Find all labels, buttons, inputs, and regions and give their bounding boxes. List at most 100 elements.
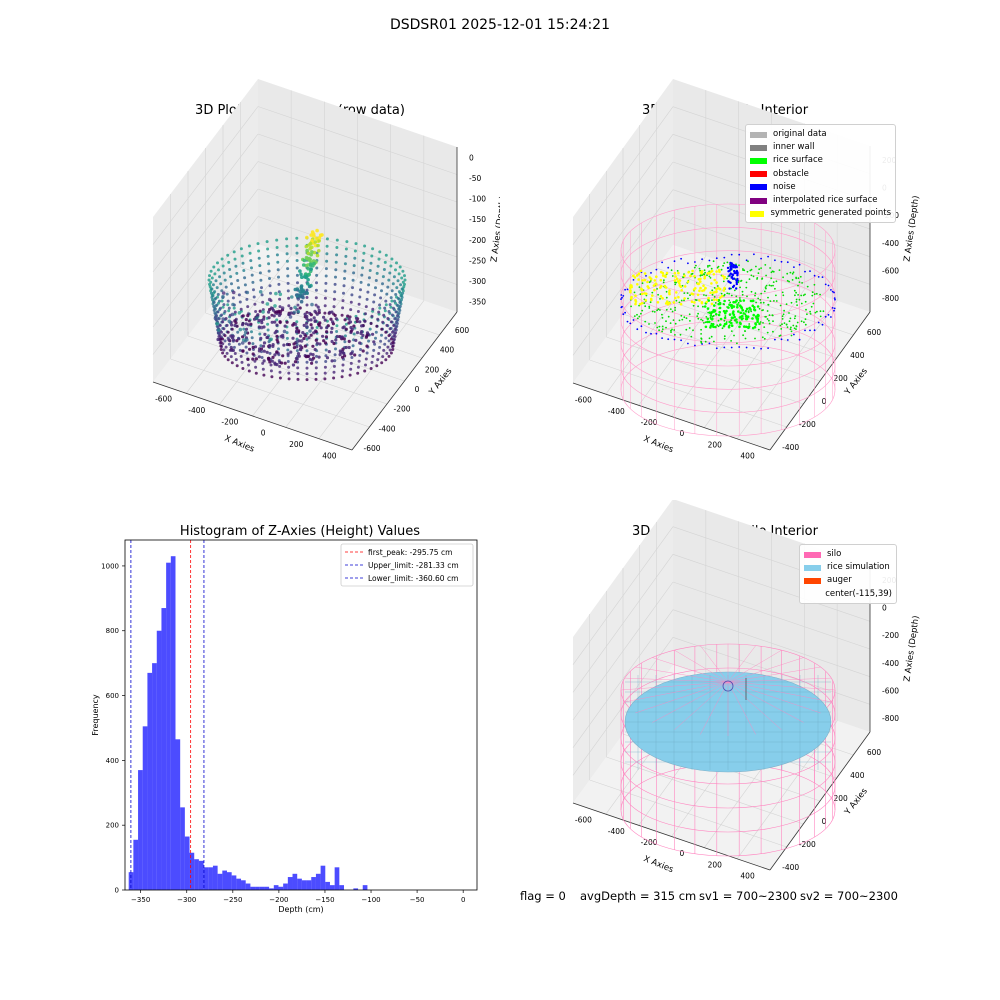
cls-noise-point — [661, 261, 663, 264]
raw-point — [295, 236, 299, 240]
cls-symmetric-point — [644, 299, 648, 302]
raw-point — [317, 239, 321, 243]
raw-point — [240, 254, 244, 258]
raw-point — [230, 312, 235, 317]
cls-rice-point — [665, 296, 668, 299]
cls-symmetric-point — [680, 289, 683, 292]
cls-rice-point — [779, 304, 782, 307]
raw-point — [254, 310, 258, 313]
cls-grid-line — [736, 300, 838, 440]
raw-point — [361, 266, 364, 270]
cls-rice-point — [811, 291, 814, 294]
cls-rice-point — [781, 318, 784, 320]
raw-point — [351, 344, 355, 348]
raw-point — [387, 339, 391, 343]
raw-point — [387, 310, 391, 313]
cls-rice-point — [644, 305, 647, 308]
cls-rice-point — [742, 334, 744, 337]
raw-point — [310, 361, 314, 365]
cls-rice-point — [648, 305, 651, 308]
raw-z-tick-label: -100 — [469, 195, 486, 204]
cls-rice-point — [786, 272, 789, 275]
raw-point — [364, 305, 368, 309]
cls-rice-point — [639, 293, 642, 296]
raw-point — [325, 237, 329, 241]
cls-rice-point — [805, 308, 807, 311]
cls-rice-point — [670, 269, 673, 272]
cls-noise-point — [809, 329, 811, 332]
cls-noise-point — [626, 320, 629, 323]
cls-symmetric-point — [712, 298, 716, 301]
raw-point — [349, 329, 353, 333]
cls-rice-point — [767, 296, 769, 299]
raw-point — [314, 338, 318, 342]
raw-point — [352, 271, 356, 275]
cls-symmetric-point — [656, 301, 660, 304]
cls-rice-point — [754, 323, 758, 326]
cls-symmetric-point — [646, 280, 649, 284]
cls-rice-point — [705, 316, 708, 318]
raw-point — [241, 261, 245, 265]
histogram-title: Histogram of Z-Axies (Height) Values — [179, 524, 421, 539]
cls-rice-point — [679, 333, 682, 336]
cls-rice-point — [703, 322, 705, 324]
raw-point — [369, 322, 373, 325]
raw-point — [241, 323, 245, 327]
cls-rice-point — [661, 317, 664, 319]
raw-point — [287, 304, 291, 308]
cls-rice-point — [754, 337, 756, 340]
cls-rice-point — [806, 285, 809, 288]
raw-point — [361, 259, 365, 263]
raw-point — [220, 313, 224, 317]
cls-rice-point — [775, 294, 777, 297]
cls-rice-point — [766, 318, 769, 320]
cls-symmetric-point — [705, 300, 708, 304]
raw-point — [384, 303, 388, 307]
cls-rice-point — [672, 319, 675, 321]
cls-symmetric-point — [639, 269, 643, 273]
raw-point — [233, 310, 237, 314]
cls-noise-point — [833, 297, 836, 299]
cls-rice-point — [703, 269, 706, 272]
raw-point — [222, 348, 226, 352]
cls-rice-point — [781, 315, 784, 318]
cls-rice-point — [674, 309, 676, 311]
raw-point — [332, 341, 336, 346]
cls-rice-point — [710, 310, 714, 314]
legend-swatch — [804, 578, 821, 584]
raw-point — [275, 253, 279, 257]
cls-rice-point — [690, 335, 693, 338]
raw-point — [374, 279, 378, 282]
raw-point — [276, 268, 280, 272]
raw-point — [249, 259, 253, 263]
cls-symmetric-point — [630, 295, 633, 299]
sim-x-axis-line — [572, 802, 771, 871]
cls-rice-point — [707, 266, 709, 268]
raw-point — [242, 327, 246, 331]
raw-point — [280, 306, 285, 310]
raw-point — [308, 241, 313, 246]
raw-point — [299, 339, 304, 343]
hist-bar — [255, 886, 260, 890]
raw-point — [395, 261, 398, 265]
raw-point — [251, 357, 255, 361]
raw-point — [268, 360, 272, 364]
cls-rice-point — [700, 328, 702, 331]
cls-noise-point — [729, 261, 732, 265]
raw-point — [315, 312, 319, 316]
cls-rice-point — [722, 280, 725, 283]
cls-rice-point — [741, 314, 744, 318]
raw-point — [292, 342, 296, 346]
raw-point — [231, 290, 236, 295]
raw-point — [390, 299, 394, 303]
raw-point — [325, 252, 329, 256]
cls-rice-point — [806, 313, 808, 316]
hist-x-tick-label: −200 — [269, 896, 288, 904]
cls-rice-point — [710, 335, 713, 338]
raw-point — [241, 314, 245, 318]
raw-point — [359, 348, 362, 351]
cls-rice-point — [717, 298, 721, 302]
cls-rice-point — [723, 299, 726, 303]
raw-point — [363, 319, 367, 323]
raw-point — [334, 317, 338, 321]
